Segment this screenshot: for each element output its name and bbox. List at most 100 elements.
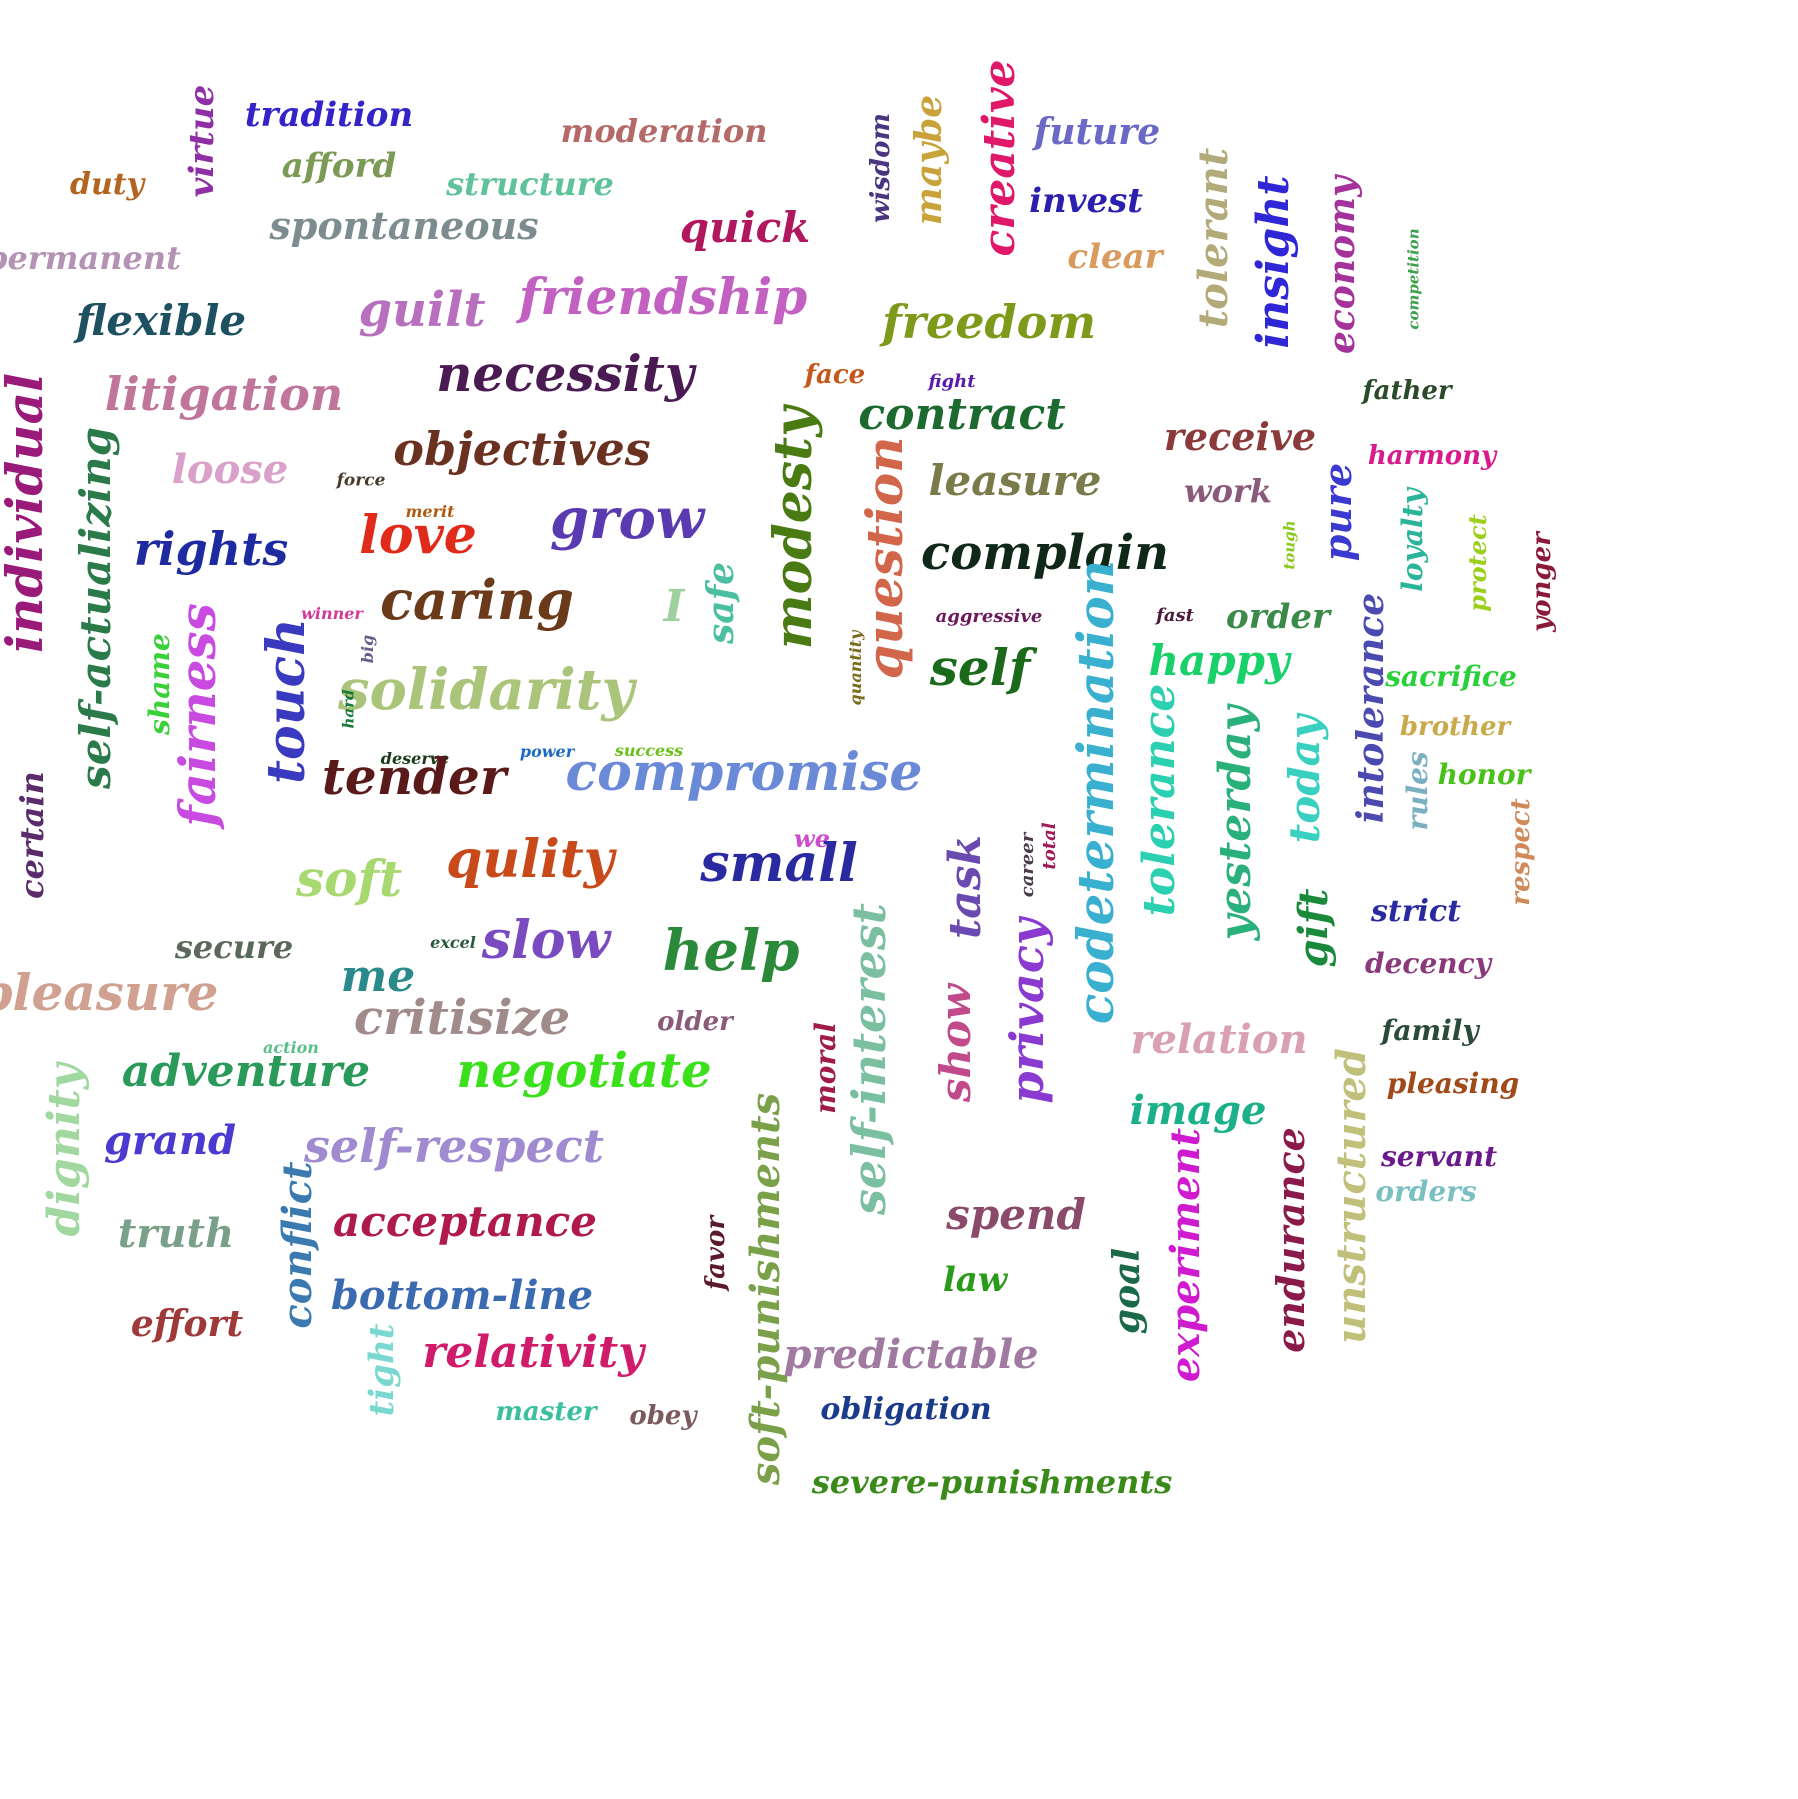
word-maybe: maybe [908,94,950,226]
word-touch: touch [256,618,317,784]
word-power: power [519,742,575,761]
word-question: question [855,436,914,680]
word-compromise: compromise [565,742,923,803]
word-necessity: necessity [436,344,694,403]
word-obligation: obligation [820,1392,992,1427]
word-total: total [1039,822,1060,870]
word-conflict: conflict [274,1161,321,1329]
word-master: master [495,1397,597,1427]
word-father: father [1362,376,1452,406]
word-economy: economy [1321,175,1363,355]
word-yonger: yonger [1527,532,1557,632]
word-career: career [1017,832,1038,898]
word-solidarity: solidarity [337,657,635,723]
word-yesterday: yesterday [1210,705,1261,941]
word-endurance: endurance [1268,1127,1313,1353]
word-contract: contract [858,389,1066,440]
word-severe-punishments: severe-punishments [811,1463,1173,1501]
word-acceptance: acceptance [333,1197,597,1246]
word-tolerance: tolerance [1134,683,1185,917]
word-certain: certain [13,771,51,899]
word-self-respect: self-respect [304,1119,604,1173]
word-critisize: critisize [353,990,571,1046]
word-law: law [942,1260,1008,1300]
word-quick: quick [679,203,811,252]
word-privacy: privacy [1000,918,1054,1104]
word-happy: happy [1148,636,1290,685]
word-goal: goal [1106,1247,1148,1335]
word-family: family [1381,1014,1479,1047]
word-moral: moral [809,1022,842,1114]
word-bottom-line: bottom-line [330,1272,594,1319]
word-harmony: harmony [1367,441,1497,471]
word-protect: protect [1463,514,1492,612]
word-excel: excel [430,933,476,952]
word-soft-punishments: soft-punishments [742,1092,789,1486]
word-favor: favor [701,1215,731,1291]
word-spend: spend [946,1190,1086,1239]
word-invest: invest [1029,181,1143,221]
word-hard: hard [339,689,358,729]
word-qulity: qulity [446,829,614,890]
word-tight: tight [362,1323,402,1417]
word-secure: secure [174,928,294,966]
word-merit: merit [405,502,455,521]
word-gift: gift [1290,888,1337,968]
word-flexible: flexible [75,296,247,345]
word-objectives: objectives [393,422,651,476]
word-modesty: modesty [763,406,824,650]
word-pleasure: pleasure [0,963,219,1022]
word-creative: creative [974,59,1025,257]
word-me: me [340,951,416,1002]
word-self-actualizing: self-actualizing [71,427,120,789]
word-tender: tender [321,747,507,806]
word-codetermination: codetermination [1066,559,1125,1025]
word-freedom: freedom [881,295,1097,349]
word-work: work [1184,472,1272,510]
word-litigation: litigation [104,367,344,421]
word-relation: relation [1130,1016,1308,1063]
word-experiment: experiment [1162,1127,1209,1383]
word-deserve: deserve [380,749,450,768]
word-grand: grand [103,1117,237,1164]
word-self-interest: self-interest [842,903,896,1215]
word-moderation: moderation [560,112,768,150]
word-friendship: friendship [518,267,808,326]
word-task: task [940,834,991,940]
word-fast: fast [1156,605,1194,626]
word-honor: honor [1437,758,1531,791]
word-love: love [359,505,477,566]
word-tolerant: tolerant [1190,147,1237,329]
word-leasure: leasure [928,456,1102,505]
word-soft: soft [295,849,403,908]
word-unstructured: unstructured [1328,1048,1375,1344]
word-image: image [1129,1087,1267,1134]
word-permanent: permanent [0,239,181,277]
word-future: future [1033,111,1161,153]
word-predictable: predictable [783,1331,1039,1378]
word-negotiate: negotiate [456,1043,712,1099]
word-competition: competition [1404,228,1423,330]
word-virtue: virtue [182,84,222,198]
word-face: face [804,360,866,390]
word-pleasing: pleasing [1386,1067,1520,1100]
word-i: I [663,581,685,632]
word-safe: safe [700,562,742,644]
word-caring: caring [380,568,574,632]
word-tradition: tradition [244,95,414,135]
word-force: force [336,470,386,491]
word-success: success [614,741,684,760]
word-adventure: adventure [121,1046,371,1097]
word-tough: tough [1280,520,1299,570]
word-self: self [929,638,1031,697]
word-rules: rules [1401,751,1434,831]
word-guilt: guilt [358,282,486,338]
word-relativity: relativity [422,1327,644,1378]
word-aggressive: aggressive [935,606,1043,627]
word-older: older [657,1007,733,1037]
word-loyalty: loyalty [1396,488,1429,592]
word-servant: servant [1380,1140,1498,1173]
word-today: today [1280,714,1329,844]
word-order: order [1226,597,1330,637]
word-obey: obey [629,1401,697,1431]
